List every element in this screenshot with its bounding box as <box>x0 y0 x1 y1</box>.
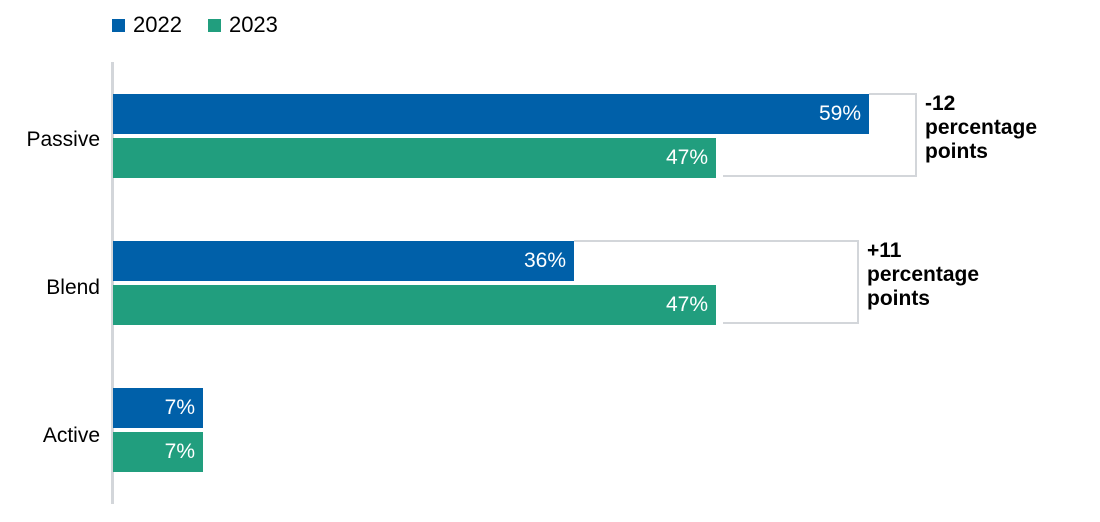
legend-swatch-2023 <box>207 18 221 32</box>
legend-swatch-2022 <box>112 18 125 32</box>
bar-passive-2023: 47% <box>113 138 716 178</box>
annotation-change: +11 <box>867 239 902 262</box>
bar-blend-2022: 36% <box>113 241 574 281</box>
annotation-change: -12 <box>925 92 956 115</box>
bracket-blend-side <box>857 240 859 324</box>
bar-value-label: 47% <box>665 293 708 316</box>
annotation-text: percentage <box>867 263 980 286</box>
legend-item-2023: 2023 <box>207 12 278 38</box>
annotation-passive: -12 percentage points <box>925 92 1037 164</box>
annotation-text: points <box>867 287 930 310</box>
bar-passive-2022: 59% <box>113 94 869 134</box>
bar-active-2022: 7% <box>113 388 203 428</box>
legend-item-2022: 2022 <box>112 12 182 38</box>
annotation-text: points <box>925 140 988 163</box>
y-axis-line <box>111 62 114 504</box>
bar-blend-2023: 47% <box>113 285 716 325</box>
bracket-passive-bottom <box>723 175 873 177</box>
category-label-passive: Passive <box>26 128 100 151</box>
annotation-blend: +11 percentage points <box>867 239 979 311</box>
bar-value-label: 47% <box>665 146 708 169</box>
bar-value-label: 59% <box>818 102 861 125</box>
category-label-active: Active <box>42 424 100 447</box>
annotation-text: percentage <box>925 116 1038 139</box>
bracket-blend-top <box>574 240 859 242</box>
chart-legend: 2022 2023 <box>112 12 278 38</box>
legend-label-2022: 2022 <box>133 12 182 37</box>
bar-value-label: 36% <box>523 249 566 272</box>
bar-value-label: 7% <box>164 396 195 419</box>
bracket-passive <box>869 93 917 177</box>
legend-label-2023: 2023 <box>228 12 278 37</box>
bracket-blend-bottom <box>723 322 859 324</box>
bar-active-2023: 7% <box>113 432 203 472</box>
bar-value-label: 7% <box>164 440 195 463</box>
category-label-blend: Blend <box>46 276 100 299</box>
